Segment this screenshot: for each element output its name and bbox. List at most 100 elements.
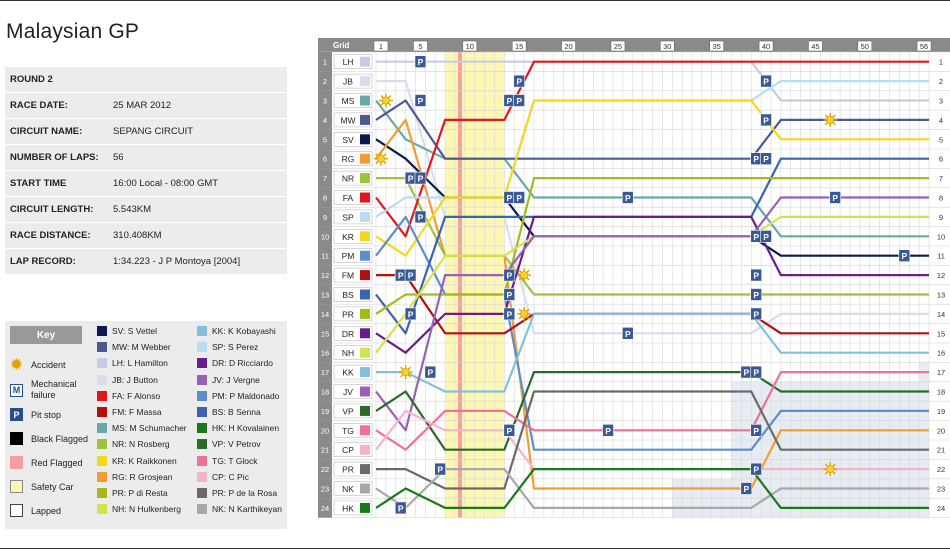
position-number-bg bbox=[318, 381, 332, 402]
key-symbol-label: Lapped bbox=[31, 505, 62, 516]
pit-stop-marker bbox=[760, 113, 772, 127]
driver-trace-tg bbox=[375, 371, 929, 451]
grid-driver-label: NR bbox=[342, 174, 354, 184]
driver-trace-pr bbox=[376, 390, 929, 490]
driver-trace-dr bbox=[375, 215, 929, 354]
position-number-bg bbox=[318, 498, 332, 518]
position-number-bg bbox=[318, 401, 332, 421]
driver-trace-jv bbox=[375, 196, 929, 432]
grid-driver-label: VP bbox=[342, 406, 354, 416]
position-number-bg bbox=[318, 52, 332, 72]
grid-driver-swatch bbox=[360, 347, 370, 358]
driver-trace-pm bbox=[375, 215, 929, 451]
lap-tick-label: 50 bbox=[861, 42, 869, 51]
position-number-bg bbox=[318, 110, 332, 130]
pit-stop-marker bbox=[503, 307, 516, 321]
position-number-left: 6 bbox=[323, 155, 327, 164]
position-number-right: 15 bbox=[937, 329, 945, 338]
driver-color-swatch bbox=[197, 342, 207, 353]
position-number-left: 5 bbox=[323, 135, 327, 144]
pit-stop-label: P bbox=[832, 193, 838, 203]
key-symbol-pit: P Pit stop bbox=[10, 408, 61, 421]
lap-tick-label: 10 bbox=[466, 42, 474, 51]
grid-driver-swatch bbox=[360, 386, 370, 397]
top-rule bbox=[0, 0, 950, 1]
pit-stop-marker bbox=[513, 74, 525, 88]
position-number-bg bbox=[318, 207, 332, 227]
grid-driver-label: FA bbox=[343, 193, 354, 203]
lap-tick-box bbox=[462, 40, 478, 52]
pit-stop-label: P bbox=[753, 426, 759, 436]
key-driver-label: NH: N Hulkenberg bbox=[112, 504, 181, 515]
safety-car-icon bbox=[10, 480, 23, 493]
position-number-bg bbox=[318, 440, 332, 460]
key-driver-sv: SV: S Vettel bbox=[97, 326, 157, 336]
key-symbol-lapped: Lapped bbox=[10, 504, 61, 517]
key-symbol-label: Red Flagged bbox=[31, 457, 83, 468]
key-driver-label: MS: M Schumacher bbox=[112, 423, 187, 434]
key-driver-label: KK: K Kobayashi bbox=[212, 326, 276, 336]
lap-tick-box bbox=[413, 40, 428, 52]
position-number-right: 5 bbox=[939, 135, 943, 144]
grid-driver-label: FM bbox=[342, 271, 354, 281]
info-label: RACE DATE: bbox=[10, 100, 68, 111]
pit-icon: P bbox=[10, 408, 23, 421]
grid-driver-swatch bbox=[360, 502, 370, 513]
lap-tick-label: 1 bbox=[379, 42, 383, 51]
key-driver-label: SP: S Perez bbox=[212, 342, 259, 353]
pit-stop-label: P bbox=[516, 96, 522, 106]
position-number-left: 7 bbox=[323, 174, 327, 183]
pit-stop-label: P bbox=[506, 426, 512, 436]
pit-stop-marker bbox=[394, 501, 407, 515]
position-number-bg bbox=[318, 149, 332, 169]
pit-stop-marker bbox=[829, 191, 841, 204]
position-number-right: 1 bbox=[939, 58, 943, 67]
position-number-right: 9 bbox=[939, 213, 943, 222]
key-driver-label: RG: R Grosjean bbox=[112, 471, 173, 482]
pit-stop-marker bbox=[503, 423, 516, 437]
pit-stop-marker bbox=[740, 482, 753, 495]
key-driver-tg: TG: T Glock bbox=[197, 455, 258, 466]
grid-driver-swatch bbox=[360, 289, 370, 300]
grid-driver-swatch bbox=[360, 328, 370, 339]
pit-stop-marker bbox=[760, 152, 772, 165]
key-driver-nh: NH: N Hulkenberg bbox=[97, 504, 181, 515]
pit-stop-label: P bbox=[418, 57, 424, 67]
pit-stop-label: P bbox=[506, 271, 512, 281]
pit-stop-marker bbox=[602, 423, 614, 437]
accident-icon bbox=[378, 93, 393, 108]
pit-stop-label: P bbox=[437, 465, 443, 475]
accident-icon bbox=[398, 365, 413, 380]
grid-driver-swatch bbox=[360, 231, 370, 242]
position-number-right: 21 bbox=[937, 446, 945, 455]
driver-color-swatch bbox=[97, 342, 107, 353]
accident-core bbox=[826, 465, 835, 474]
position-number-bg bbox=[318, 90, 332, 111]
lap-tick-label: 20 bbox=[564, 42, 572, 51]
grid-driver-swatch bbox=[360, 367, 370, 378]
driver-color-swatch bbox=[197, 407, 207, 417]
driver-color-swatch bbox=[97, 504, 107, 515]
driver-color-swatch bbox=[97, 455, 107, 466]
grid-driver-swatch bbox=[360, 76, 370, 87]
pit-stop-marker bbox=[404, 268, 417, 282]
grid-driver-label: SP bbox=[342, 212, 354, 222]
position-number-bg bbox=[318, 168, 332, 188]
grid-driver-label: SV bbox=[342, 135, 354, 145]
lap-tick-label: 25 bbox=[614, 42, 622, 51]
position-number-right: 12 bbox=[937, 271, 945, 280]
info-value: 310.408KM bbox=[113, 230, 162, 241]
pit-stop-marker bbox=[513, 191, 525, 204]
pit-stop-label: P bbox=[753, 232, 759, 242]
driver-trace-kk bbox=[376, 312, 929, 393]
pit-stop-label: P bbox=[763, 232, 769, 242]
grid-driver-swatch bbox=[360, 134, 370, 145]
driver-color-swatch bbox=[197, 471, 207, 482]
info-row-race-distance: RACE DISTANCE: 310.408KM bbox=[5, 223, 287, 248]
grid-driver-swatch bbox=[360, 425, 370, 436]
lap-tick-label: 56 bbox=[920, 42, 928, 51]
driver-color-swatch bbox=[97, 423, 107, 434]
position-number-left: 20 bbox=[321, 426, 329, 435]
accident-core bbox=[826, 115, 835, 124]
accident-icon bbox=[823, 112, 838, 127]
